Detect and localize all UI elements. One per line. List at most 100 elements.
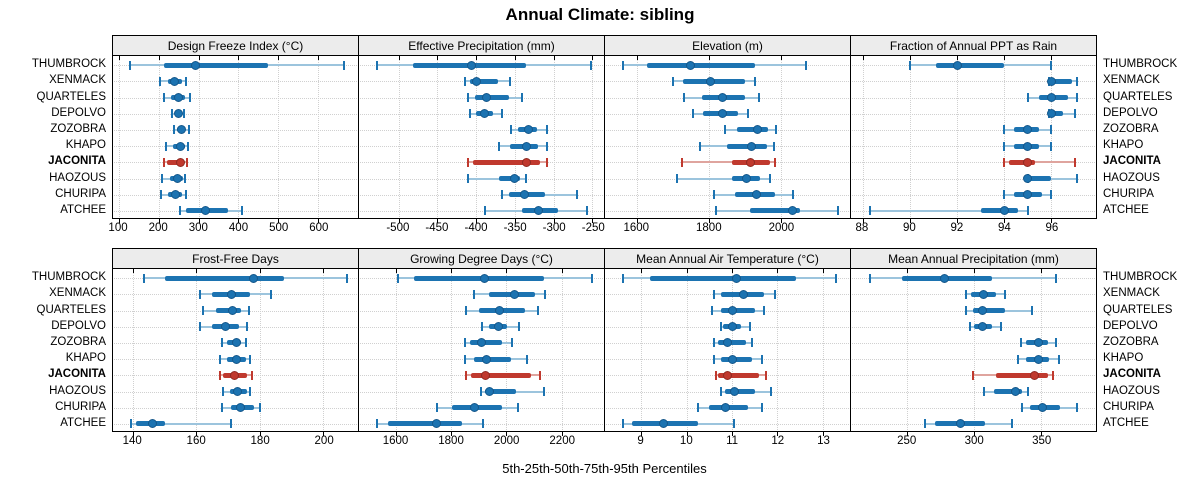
site-label-right-khapo: KHAPO xyxy=(1103,352,1144,365)
whisker-cap-95th xyxy=(999,322,1002,332)
whisker-cap-95th xyxy=(1076,174,1079,183)
whisker-cap-5th xyxy=(712,338,715,348)
axis-tick xyxy=(1041,269,1043,273)
gridline-vertical xyxy=(553,57,555,217)
gridline-vertical xyxy=(686,270,688,430)
axis-tick xyxy=(238,56,240,60)
whisker-cap-95th xyxy=(758,93,761,102)
panel-strip-fraction-of-annual-ppt-as-rain: Fraction of Annual PPT as Rain xyxy=(850,35,1097,56)
whisker-cap-95th xyxy=(244,338,247,348)
whisker-cap-5th xyxy=(467,93,470,102)
whisker-cap-95th xyxy=(538,370,541,380)
median-dot xyxy=(727,322,737,332)
gridline-vertical xyxy=(777,270,779,430)
whisker-cap-5th xyxy=(472,289,475,299)
axis-tick xyxy=(974,269,976,273)
whisker-cap-5th xyxy=(1003,141,1006,151)
axis-tick xyxy=(118,218,120,223)
percentile-bar-25-75 xyxy=(725,389,755,394)
axis-tick xyxy=(506,431,508,436)
whisker-cap-5th xyxy=(683,93,686,102)
whisker-cap-95th xyxy=(792,190,795,200)
axis-tick-label: 2200 xyxy=(549,435,575,447)
whisker-cap-5th xyxy=(220,338,223,348)
whisker-cap-95th xyxy=(246,322,249,332)
median-dot xyxy=(173,174,183,183)
median-dot xyxy=(753,125,763,135)
whisker-cap-95th xyxy=(346,273,349,283)
gridline-vertical xyxy=(592,57,594,217)
gridline-vertical xyxy=(437,57,439,217)
gridline-horizontal xyxy=(852,391,1095,393)
median-dot xyxy=(999,206,1009,216)
median-dot xyxy=(191,60,201,70)
median-dot xyxy=(521,157,531,167)
gridline-horizontal xyxy=(114,194,357,196)
axis-tick xyxy=(196,269,198,273)
median-dot xyxy=(723,338,732,348)
gridline-vertical xyxy=(909,57,911,217)
axis-tick-label: 90 xyxy=(902,222,916,234)
whisker-cap-5th xyxy=(509,125,512,135)
whisker-cap-5th xyxy=(719,322,722,332)
percentile-bar-25-75 xyxy=(164,275,284,281)
axis-tick xyxy=(476,218,478,223)
axis-tick xyxy=(708,56,710,60)
whisker-cap-5th xyxy=(969,322,972,332)
site-label-left-atchee: ATCHEE xyxy=(60,416,106,429)
percentile-bar-25-75 xyxy=(470,340,503,346)
whisker-cap-5th xyxy=(467,174,470,183)
median-dot xyxy=(171,190,181,200)
percentile-bar-25-75 xyxy=(720,356,753,362)
whisker-cap-95th xyxy=(733,419,736,429)
whisker-cap-95th xyxy=(517,403,520,413)
median-dot xyxy=(1023,174,1033,183)
percentile-whisker-5-95 xyxy=(131,422,232,425)
whisker-cap-95th xyxy=(774,289,777,299)
axis-tick-label: 300 xyxy=(188,222,208,234)
gridline-vertical xyxy=(132,270,134,430)
percentile-bar-25-75 xyxy=(166,159,184,165)
median-dot xyxy=(494,322,504,332)
axis-tick xyxy=(196,431,198,436)
whisker-cap-5th xyxy=(435,403,438,413)
whisker-cap-5th xyxy=(868,206,871,216)
panel-strip-mean-annual-air-temperature-c: Mean Annual Air Temperature (°C) xyxy=(604,248,851,269)
percentile-bar-25-75 xyxy=(498,176,521,181)
whisker-cap-5th xyxy=(723,125,726,135)
site-label-right-xenmack: XENMACK xyxy=(1103,287,1160,300)
axis-tick xyxy=(278,218,280,223)
median-dot xyxy=(717,93,727,102)
whisker-cap-95th xyxy=(591,273,594,283)
median-dot xyxy=(520,190,530,200)
whisker-cap-5th xyxy=(396,273,399,283)
whisker-cap-5th xyxy=(1003,157,1006,167)
whisker-cap-95th xyxy=(524,174,527,183)
axis-tick xyxy=(396,269,398,273)
axis-tick xyxy=(476,56,478,60)
whisker-cap-5th xyxy=(713,190,715,200)
axis-tick-label: 88 xyxy=(855,222,869,234)
median-dot xyxy=(220,322,230,332)
percentile-whisker-5-95 xyxy=(468,177,526,180)
whisker-cap-95th xyxy=(760,403,763,413)
percentile-bar-25-75 xyxy=(484,389,516,394)
whisker-cap-5th xyxy=(468,109,471,119)
site-label-right-quarteles: QUARTELES xyxy=(1103,303,1173,316)
site-label-left-depolvo: DEPOLVO xyxy=(51,319,106,332)
axis-tick xyxy=(592,56,594,60)
median-dot xyxy=(470,403,480,413)
whisker-cap-5th xyxy=(375,60,378,70)
percentile-bar-25-75 xyxy=(1051,111,1063,117)
whisker-cap-5th xyxy=(971,370,974,380)
median-dot xyxy=(466,60,476,70)
gridline-horizontal xyxy=(852,113,1095,115)
percentile-bar-25-75 xyxy=(650,275,796,281)
site-label-left-quarteles: QUARTELES xyxy=(36,303,106,316)
axis-tick xyxy=(323,431,325,436)
axis-tick-label: 180 xyxy=(250,435,270,447)
site-label-right-jaconita: JACONITA xyxy=(1103,155,1161,168)
whisker-cap-95th xyxy=(760,354,763,364)
whisker-cap-95th xyxy=(1050,125,1053,135)
median-dot xyxy=(956,419,966,429)
